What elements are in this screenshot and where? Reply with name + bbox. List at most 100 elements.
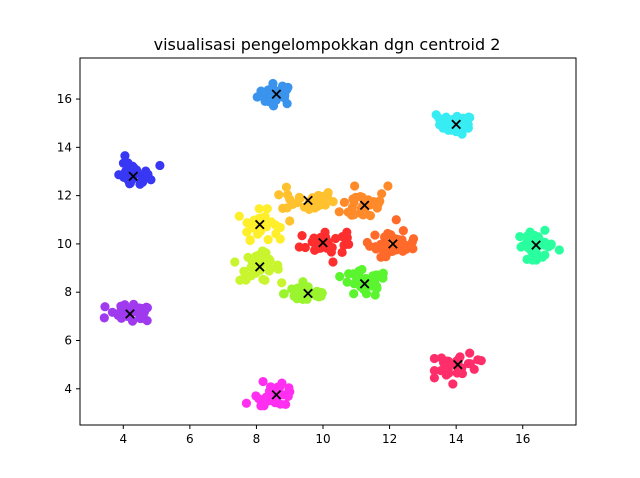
data-point	[372, 203, 382, 213]
data-point	[515, 231, 525, 242]
data-point	[297, 230, 307, 241]
data-point	[554, 245, 564, 255]
data-point	[465, 348, 475, 358]
x-tick-label: 6	[186, 432, 194, 446]
cluster-2	[431, 110, 475, 139]
centroid-marker	[531, 240, 541, 250]
centroid-stroke	[388, 239, 398, 249]
centroid-stroke	[359, 278, 370, 289]
data-point	[264, 386, 275, 396]
y-tick-label: 4	[64, 382, 72, 396]
data-point	[408, 244, 418, 254]
centroid-marker	[254, 219, 265, 230]
data-point	[239, 266, 249, 276]
data-point	[136, 313, 146, 324]
data-point	[323, 187, 333, 198]
data-point	[260, 275, 270, 285]
data-point	[294, 242, 304, 252]
data-point	[376, 252, 386, 262]
data-point	[337, 247, 347, 257]
data-point	[530, 248, 540, 258]
data-point	[146, 175, 156, 185]
data-point	[262, 204, 272, 214]
data-point	[234, 211, 244, 221]
y-tick-label: 12	[57, 189, 72, 203]
data-point	[118, 158, 129, 168]
y-axis: 4 6 8 10 12 14 16	[57, 92, 80, 396]
x-tick-label: 12	[382, 432, 397, 446]
data-point	[263, 85, 273, 95]
data-point	[382, 242, 392, 252]
y-tick-label: 6	[64, 333, 72, 347]
centroid-marker	[451, 119, 461, 130]
data-point	[344, 269, 354, 279]
data-point	[314, 292, 324, 302]
data-point	[246, 262, 256, 273]
data-point	[263, 235, 273, 245]
y-tick-label: 8	[64, 285, 72, 299]
data-point	[429, 373, 439, 383]
cluster-3	[114, 151, 165, 189]
data-point	[273, 260, 283, 270]
points-layer	[99, 78, 564, 411]
data-point	[275, 399, 285, 409]
x-axis: 4 6 8 10 12 14 16	[119, 425, 530, 446]
data-point	[268, 99, 278, 109]
data-point	[469, 364, 479, 374]
x-tick-label: 4	[119, 432, 127, 446]
y-tick-label: 10	[57, 237, 72, 251]
data-point	[408, 234, 419, 244]
data-point	[254, 204, 264, 214]
centroid-stroke	[271, 389, 282, 400]
data-point	[315, 232, 326, 243]
data-point	[155, 160, 165, 171]
data-point	[245, 235, 255, 246]
data-point	[358, 205, 368, 215]
centroid-marker	[303, 195, 313, 206]
data-point	[540, 225, 550, 235]
y-tick-label: 14	[57, 140, 72, 154]
data-point	[141, 166, 151, 176]
data-point	[309, 200, 319, 210]
data-point	[431, 110, 441, 120]
data-point	[451, 127, 461, 137]
data-point	[342, 227, 352, 237]
data-point	[473, 355, 483, 365]
data-point	[117, 303, 128, 314]
data-point	[241, 398, 252, 408]
centroid-stroke	[451, 119, 461, 130]
data-point	[443, 125, 453, 135]
data-point	[354, 266, 364, 276]
data-point	[285, 194, 295, 204]
cluster-10	[230, 246, 287, 288]
data-point	[129, 163, 139, 173]
data-point	[442, 115, 452, 126]
centroid-stroke	[452, 359, 463, 370]
centroid-marker	[128, 171, 139, 182]
cluster-12	[335, 264, 388, 300]
data-point	[365, 211, 376, 221]
centroid-stroke	[254, 219, 265, 230]
data-point	[328, 197, 338, 207]
data-point	[339, 197, 349, 208]
centroid-marker	[359, 200, 370, 211]
data-point	[285, 387, 295, 397]
data-point	[344, 239, 354, 249]
plot-area-frame	[79, 57, 577, 426]
data-point	[99, 313, 109, 323]
data-point	[378, 273, 388, 283]
data-point	[258, 397, 268, 407]
centroid-stroke	[303, 195, 313, 206]
data-point	[100, 302, 110, 312]
data-point	[274, 190, 284, 200]
data-point	[365, 241, 375, 251]
data-point	[349, 197, 359, 207]
data-point	[285, 216, 295, 226]
data-point	[125, 178, 135, 188]
data-point	[370, 230, 380, 240]
y-tick-label: 16	[57, 92, 72, 106]
data-point	[308, 237, 318, 247]
x-tick-label: 8	[253, 432, 261, 446]
data-point	[350, 181, 360, 191]
